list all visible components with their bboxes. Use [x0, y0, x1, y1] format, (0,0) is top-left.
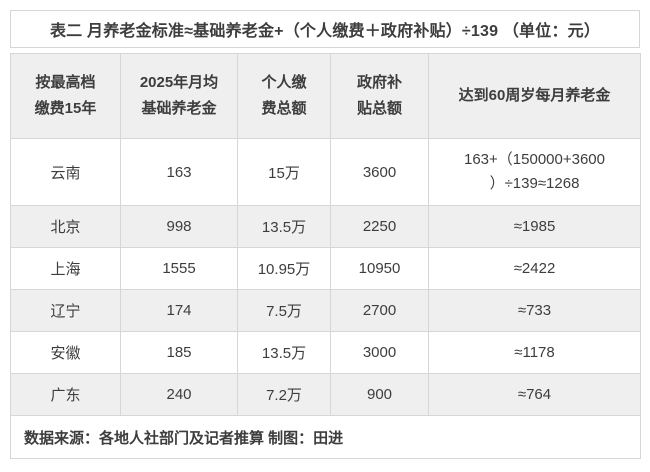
formula-line: 163+（150000+3600 [464, 151, 605, 168]
header-line: 缴费15年 [34, 100, 97, 117]
subsidy-total-cell: 3600 [330, 138, 429, 206]
header-row: 按最高档 缴费15年 2025年月均 基础养老金 个人缴 费总额 政府补 贴总额… [10, 53, 641, 139]
header-line: 2025年月均 [139, 74, 219, 91]
table-row: 北京 998 13.5万 2250 ≈1985 [10, 205, 641, 248]
base-pension-cell: 1555 [120, 247, 238, 290]
region-cell: 上海 [10, 247, 121, 290]
region-cell: 辽宁 [10, 289, 121, 332]
monthly-pension-cell: ≈733 [428, 289, 641, 332]
pension-table: 按最高档 缴费15年 2025年月均 基础养老金 个人缴 费总额 政府补 贴总额… [10, 53, 641, 459]
base-pension-cell: 174 [120, 289, 238, 332]
header-line: 个人缴 [261, 74, 307, 91]
base-pension-cell: 240 [120, 373, 238, 416]
personal-total-cell: 7.2万 [237, 373, 331, 416]
base-pension-cell: 998 [120, 205, 238, 248]
subsidy-total-cell: 2700 [330, 289, 429, 332]
column-header-monthly-pension: 达到60周岁每月养老金 [428, 53, 641, 139]
personal-total-cell: 7.5万 [237, 289, 331, 332]
column-header-personal-total: 个人缴 费总额 [237, 53, 331, 139]
region-cell: 广东 [10, 373, 121, 416]
region-cell: 安徽 [10, 331, 121, 374]
header-line: 贴总额 [356, 100, 402, 117]
table-row: 安徽 185 13.5万 3000 ≈1178 [10, 331, 641, 374]
formula-line: ）÷139≈1268 [489, 175, 580, 192]
base-pension-cell: 163 [120, 138, 238, 206]
personal-total-cell: 15万 [237, 138, 331, 206]
subsidy-total-cell: 3000 [330, 331, 429, 374]
table-row: 上海 1555 10.95万 10950 ≈2422 [10, 247, 641, 290]
region-cell: 北京 [10, 205, 121, 248]
monthly-pension-cell: ≈1985 [428, 205, 641, 248]
header-line: 费总额 [261, 100, 307, 117]
monthly-pension-cell: ≈2422 [428, 247, 641, 290]
header-line: 达到60周岁每月养老金 [458, 87, 611, 104]
monthly-pension-cell: ≈764 [428, 373, 641, 416]
table-row: 广东 240 7.2万 900 ≈764 [10, 373, 641, 416]
header-line: 政府补 [356, 74, 402, 91]
monthly-pension-cell: 163+（150000+3600 ）÷139≈1268 [428, 138, 641, 206]
region-cell: 云南 [10, 138, 121, 206]
column-header-base-pension: 2025年月均 基础养老金 [120, 53, 238, 139]
header-line: 基础养老金 [141, 100, 217, 117]
header-line: 按最高档 [35, 74, 96, 91]
personal-total-cell: 10.95万 [237, 247, 331, 290]
base-pension-cell: 185 [120, 331, 238, 374]
source-note: 数据来源：各地人社部门及记者推算 制图：田进 [10, 415, 641, 459]
table-title: 表二 月养老金标准≈基础养老金+（个人缴费＋政府补贴）÷139 （单位：元） [10, 10, 640, 48]
column-header-subsidy-total: 政府补 贴总额 [330, 53, 429, 139]
footer-row: 数据来源：各地人社部门及记者推算 制图：田进 [10, 415, 641, 459]
table-row: 辽宁 174 7.5万 2700 ≈733 [10, 289, 641, 332]
monthly-pension-cell: ≈1178 [428, 331, 641, 374]
column-header-region: 按最高档 缴费15年 [10, 53, 121, 139]
subsidy-total-cell: 2250 [330, 205, 429, 248]
subsidy-total-cell: 10950 [330, 247, 429, 290]
table-row: 云南 163 15万 3600 163+（150000+3600 ）÷139≈1… [10, 138, 641, 206]
personal-total-cell: 13.5万 [237, 205, 331, 248]
subsidy-total-cell: 900 [330, 373, 429, 416]
personal-total-cell: 13.5万 [237, 331, 331, 374]
